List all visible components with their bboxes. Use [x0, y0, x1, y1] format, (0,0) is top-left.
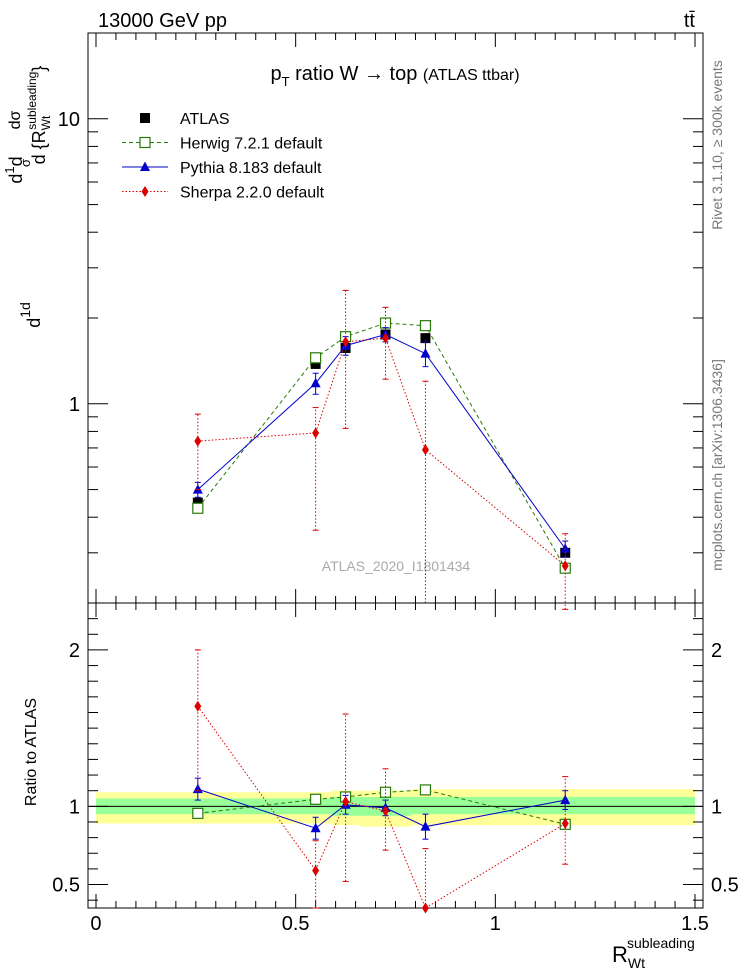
main-data-point: [420, 348, 431, 358]
ratio-data-point: [310, 793, 322, 805]
main-data-point: [192, 497, 203, 508]
main-data-point: [420, 333, 431, 344]
ratio-frame: [87, 602, 704, 909]
main-series-line: [197, 333, 566, 550]
main-data-point: [310, 377, 321, 388]
legend-label: Sherpa 2.2.0 default: [180, 185, 325, 202]
ratio-panel: 0.5 0.5 1 1 2 2 0 0.5 1 1.5 Ratio to ATLAS RWtsub…: [23, 602, 739, 971]
main-y-axis-sigma: σ: [18, 159, 33, 167]
main-data-point: [419, 320, 432, 332]
ratio-data-point: [194, 700, 202, 712]
main-data-point: [342, 336, 350, 348]
main-y-axis-formula: dσ: [7, 110, 24, 129]
legend-label: Herwig 7.2.1 default: [180, 136, 323, 153]
ratio-series-line: [197, 705, 566, 909]
ratio-tick-labels: 0.5 0.5 1 1 2 2 0 0.5 1 1.5: [52, 640, 739, 935]
analysis-watermark: ATLAS_2020_I1801434: [322, 558, 471, 574]
legend-label: Pythia 8.183 default: [180, 160, 322, 177]
ratio-y-axis-label: Ratio to ATLAS: [23, 698, 40, 806]
main-data-point: [561, 560, 569, 572]
main-data-point: [192, 502, 204, 514]
x-tick-label: 1: [490, 913, 501, 935]
legend-label: ATLAS: [180, 111, 230, 128]
ratio-data-point: [379, 786, 392, 798]
ratio-y-tick-label-right: 0.5: [711, 875, 739, 897]
ratio-series: [192, 649, 571, 914]
ratio-data-point: [342, 796, 350, 808]
main-data-point: [421, 444, 429, 456]
ratio-series-line: [197, 789, 566, 825]
main-axis-ticks: [88, 32, 703, 604]
main-y-axis-label: d1d: [17, 302, 44, 328]
main-tick-labels: 1 10: [58, 109, 80, 416]
energy-label: 13000 GeV pp: [98, 10, 227, 32]
svg-text:d {RWtsubleading}: d {RWtsubleading}: [25, 66, 53, 165]
main-data-point: [310, 358, 321, 369]
mcplots-label: mcplots.cern.ch [arXiv:1306.3436]: [709, 359, 725, 571]
main-series-line: [197, 322, 566, 569]
svg-text:dσ: dσ: [7, 110, 24, 129]
process-label: tt̄: [684, 10, 696, 32]
ratio-data-point: [312, 864, 320, 876]
main-panel: 1 10 pT ratio W → top (ATLAS ttbar) ATLAS…: [2, 32, 704, 610]
ratio-axis-ticks: [88, 603, 703, 908]
legend-marker: [139, 136, 151, 149]
ratio-y-tick-label: 0.5: [52, 875, 80, 897]
svg-text:d1d: d1d: [17, 302, 44, 328]
ratio-stat-band: [443, 796, 696, 815]
ratio-data-point: [561, 818, 569, 830]
main-data-point: [194, 435, 202, 447]
x-axis-label: RWtsubleading: [612, 935, 695, 971]
ratio-bands: [95, 789, 696, 827]
legend-marker: [140, 161, 150, 171]
legend: ATLAS Herwig 7.2.1 default Pythia 8.183 de…: [122, 111, 325, 202]
main-data-point: [312, 427, 320, 439]
legend-marker: [141, 186, 149, 197]
ratio-y-tick-label-right: 1: [711, 796, 722, 818]
x-tick-label: 0: [90, 913, 101, 935]
plot-title: pT ratio W → top (ATLAS ttbar): [270, 63, 519, 89]
main-y-tick-label: 10: [58, 109, 80, 131]
ratio-data-point: [382, 805, 390, 817]
ratio-data-point: [192, 783, 203, 794]
ratio-y-tick-label: 1: [69, 796, 80, 818]
main-y-tick-label: 1: [69, 394, 80, 416]
ratio-data-point: [192, 807, 204, 819]
legend-marker: [140, 113, 150, 123]
ratio-y-tick-label: 2: [69, 640, 80, 662]
ratio-data-point: [419, 784, 432, 796]
ratio-data-point: [560, 794, 571, 805]
main-series-line: [197, 337, 566, 567]
main-series: [192, 289, 571, 610]
main-data-point: [382, 332, 390, 344]
svg-text:σ: σ: [18, 159, 33, 167]
main-data-point: [310, 352, 322, 364]
ratio-y-tick-label-right: 2: [711, 640, 722, 662]
ratio-data-point: [420, 821, 431, 831]
rivet-label: Rivet 3.1.10, ≥ 300k events: [709, 60, 725, 230]
main-data-point: [560, 543, 571, 553]
ratio-stat-band: [411, 796, 444, 815]
main-y-axis-formula-denominator: d {RWtsubleading}: [25, 66, 53, 165]
x-tick-label: 1.5: [681, 913, 709, 935]
ratio-data-point: [310, 822, 321, 833]
ratio-data-point: [421, 902, 429, 914]
x-tick-label: 0.5: [282, 913, 310, 935]
